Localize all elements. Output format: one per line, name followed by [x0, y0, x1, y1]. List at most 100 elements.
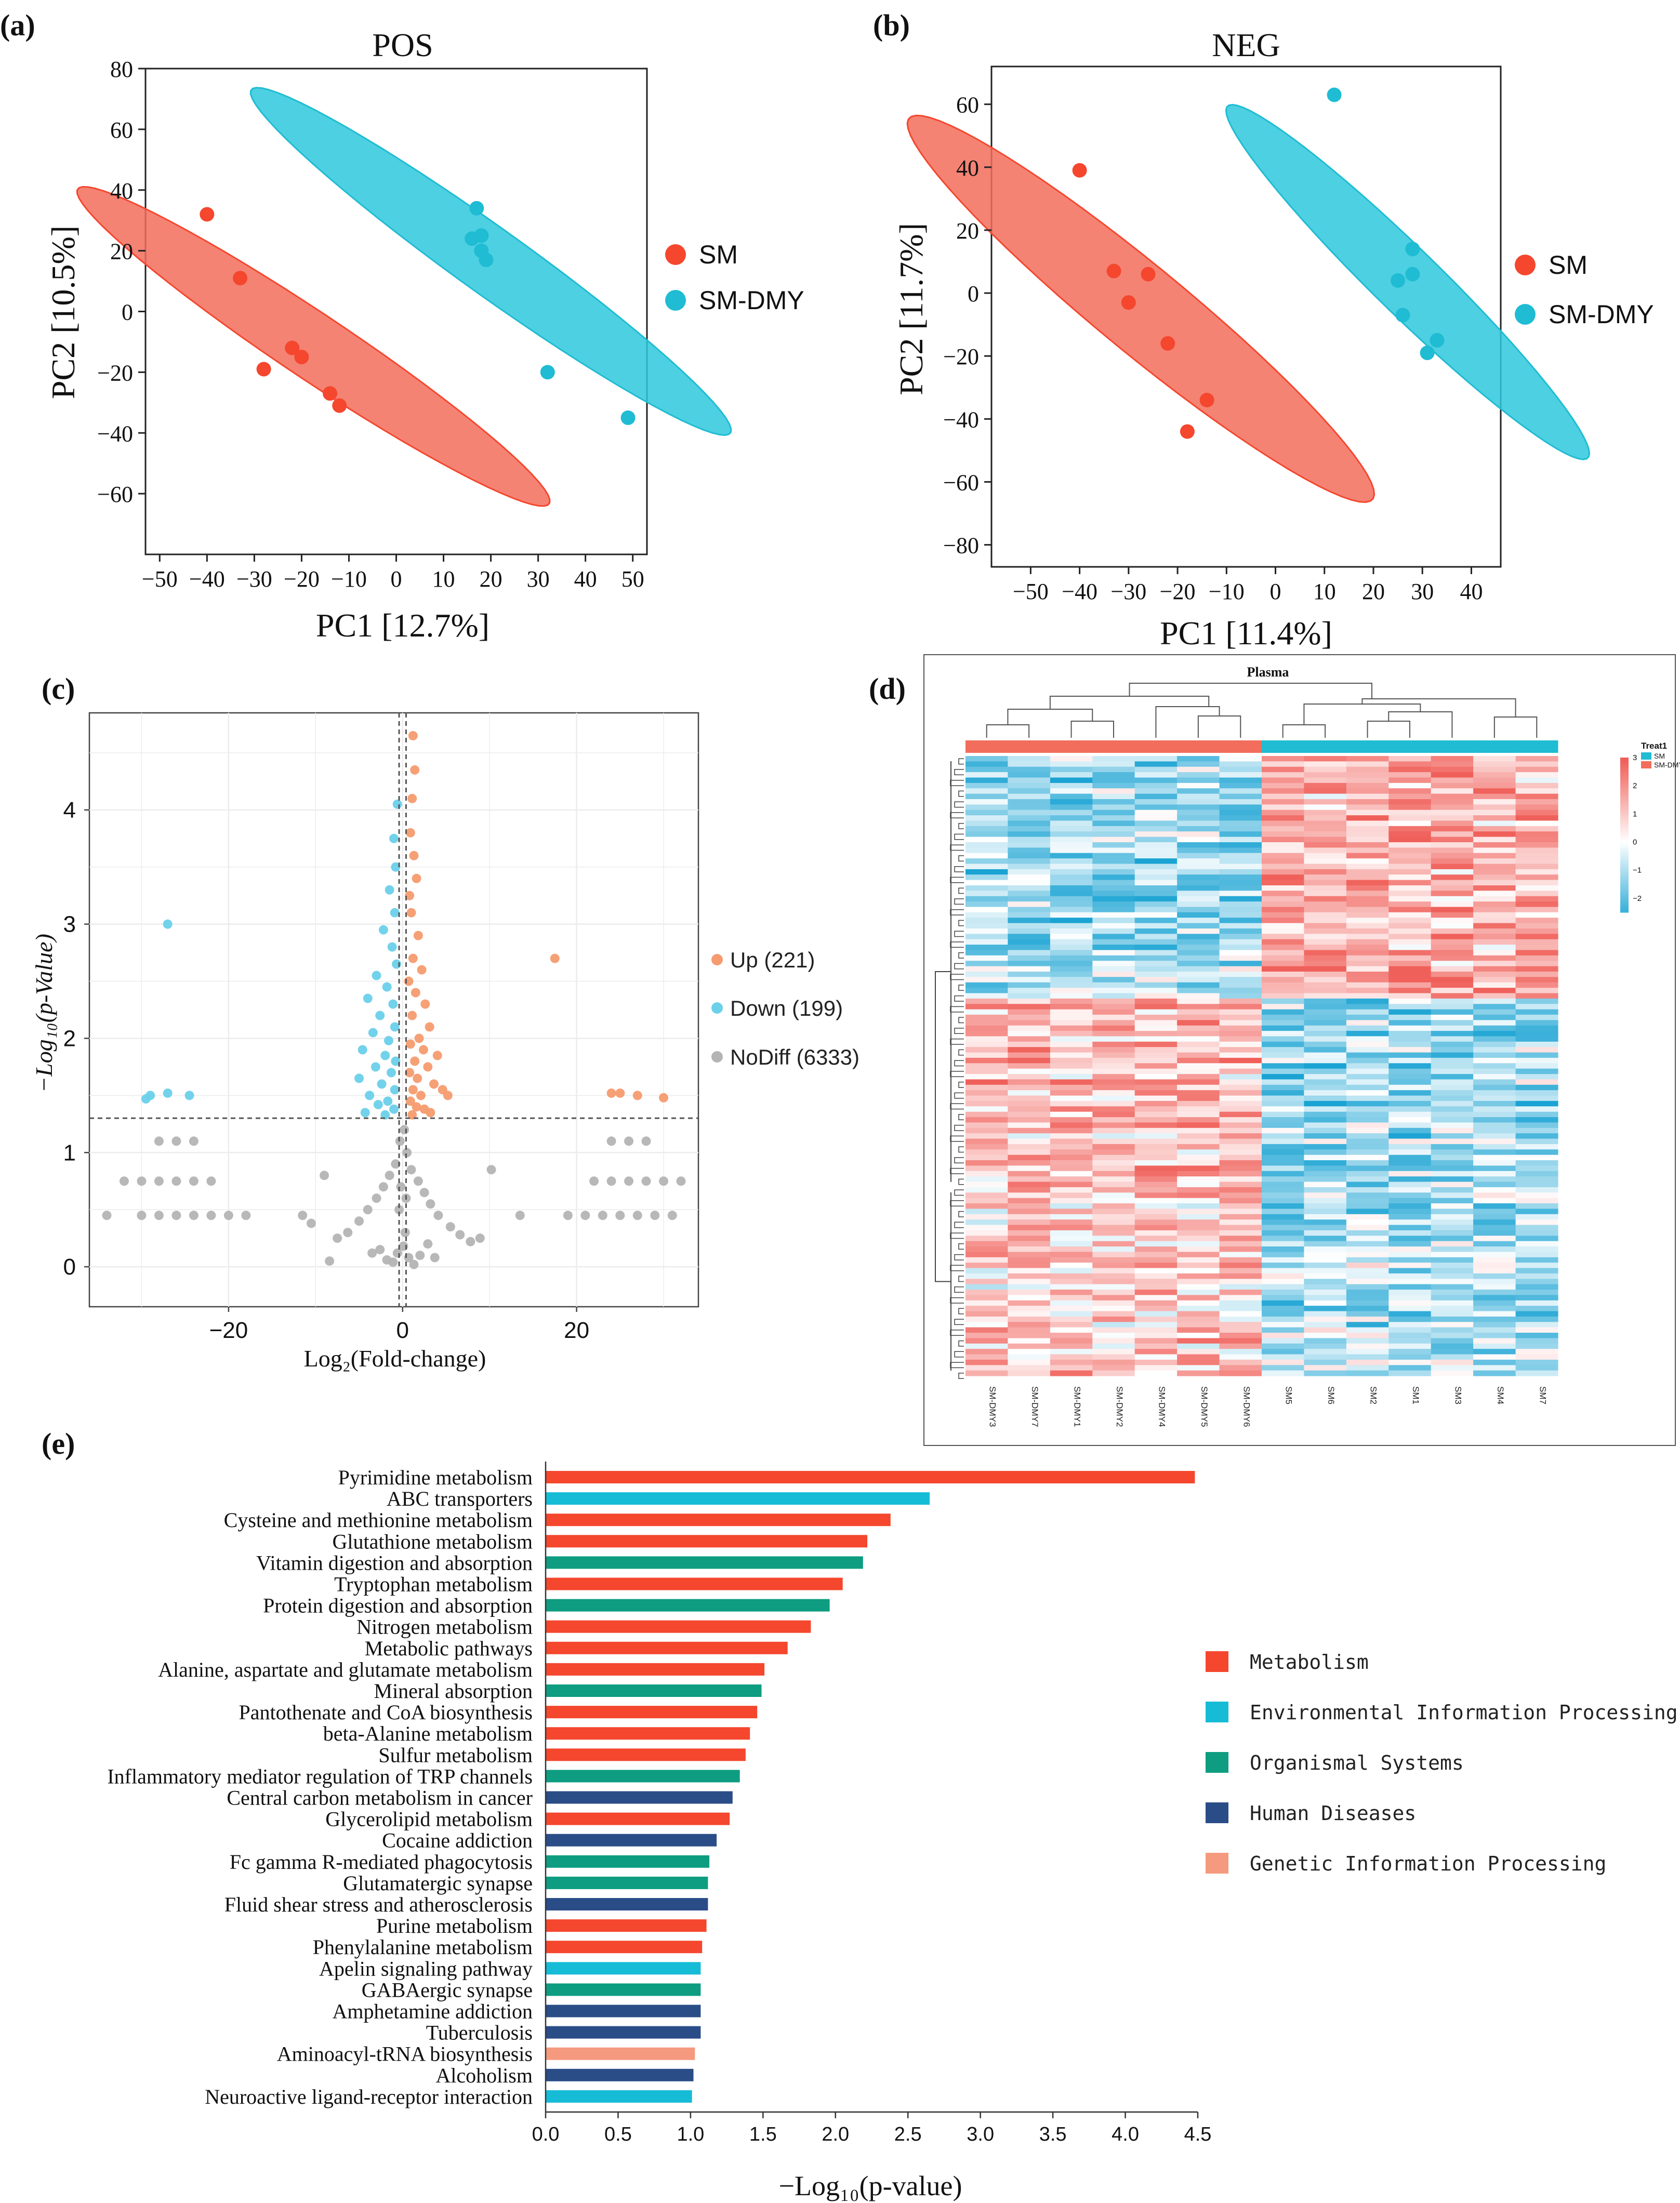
heatmap-cell — [1388, 809, 1432, 816]
heatmap-cell — [1262, 874, 1304, 881]
heatmap-cell — [1219, 1354, 1262, 1360]
heatmap-cell — [1092, 891, 1135, 897]
heatmap-cell — [1219, 1090, 1262, 1096]
heatmap-cell — [1262, 945, 1304, 951]
x-tick-label: 4.0 — [1112, 2124, 1139, 2145]
heatmap-cell — [965, 1327, 1008, 1333]
heatmap-cell — [1388, 831, 1432, 838]
heatmap-cell — [1134, 804, 1178, 811]
heatmap-cell — [1092, 993, 1135, 999]
volcano-point-nodiff — [624, 1136, 634, 1146]
heatmap-cell — [1219, 1306, 1262, 1312]
heatmap-cell — [1008, 837, 1051, 843]
heatmap-cell — [965, 1365, 1008, 1371]
heatmap-cell — [1050, 869, 1093, 875]
heatmap-cell — [1388, 1057, 1432, 1064]
heatmap-cell — [1304, 982, 1347, 988]
color-scale-segment — [1620, 770, 1629, 774]
heatmap-cell — [1304, 809, 1347, 816]
heatmap-cell — [1473, 1268, 1516, 1274]
heatmap-cell — [1092, 928, 1135, 934]
heatmap-cell — [1134, 1214, 1178, 1220]
heatmap-cell — [1134, 1138, 1178, 1145]
heatmap-cell — [1134, 782, 1178, 789]
heatmap-cell — [965, 1052, 1008, 1058]
bar-label: Sulfur metabolism — [378, 1743, 533, 1767]
heatmap-cell — [1092, 1284, 1135, 1290]
heatmap-cell — [1008, 1349, 1051, 1355]
heatmap-cell — [1008, 793, 1051, 800]
legend-marker-sm-a — [665, 244, 686, 265]
heatmap-cell — [1262, 756, 1304, 762]
heatmap-cell — [1177, 1074, 1220, 1080]
heatmap-cell — [1304, 1009, 1347, 1015]
heatmap-cell — [1346, 1338, 1389, 1344]
heatmap-cell — [1431, 966, 1474, 972]
heatmap-cell — [1219, 1236, 1262, 1242]
data-point-smdmy — [1420, 346, 1435, 361]
heatmap-cell — [1219, 1338, 1262, 1344]
heatmap-cell — [1050, 1365, 1093, 1371]
heatmap-cell — [1219, 950, 1262, 956]
heatmap-cell — [1473, 1084, 1516, 1091]
heatmap-cell — [1388, 1209, 1432, 1215]
heatmap-cell — [1134, 1225, 1178, 1231]
heatmap-cell — [1515, 1122, 1558, 1129]
heatmap-cell — [1431, 815, 1474, 821]
heatmap-cell — [1473, 809, 1516, 816]
heatmap-cell — [1134, 885, 1178, 891]
heatmap-cell — [1473, 891, 1516, 897]
heatmap-cell — [1346, 864, 1389, 870]
heatmap-cell — [1515, 1127, 1558, 1134]
bar-label: Tryptophan metabolism — [334, 1573, 533, 1596]
volcano-point-down — [385, 885, 394, 895]
heatmap-cell — [1473, 998, 1516, 1004]
heatmap-cell — [965, 1209, 1008, 1215]
heatmap-cell — [1515, 891, 1558, 897]
legend-swatch-human — [1206, 1802, 1228, 1823]
heatmap-cell — [1134, 1127, 1178, 1134]
heatmap-cell — [1473, 1009, 1516, 1015]
heatmap-cell — [1219, 1279, 1262, 1285]
heatmap-cell — [1050, 804, 1093, 811]
dendrogram-link — [1197, 715, 1241, 738]
heatmap-cell — [1134, 1047, 1178, 1053]
heatmap-cell — [1134, 1004, 1178, 1010]
heatmap-cell — [1431, 1176, 1474, 1183]
legend-label-metabolism: Metabolism — [1250, 1651, 1369, 1674]
heatmap-cell — [965, 918, 1008, 924]
heatmap-cell — [1134, 1176, 1178, 1183]
heatmap-cell — [1050, 1009, 1093, 1015]
heatmap-cell — [1219, 939, 1262, 945]
heatmap-cell — [1219, 896, 1262, 902]
heatmap-cell — [1388, 1225, 1432, 1231]
heatmap-cell — [1050, 901, 1093, 908]
heatmap-cell — [1050, 1052, 1093, 1058]
heatmap-cell — [1050, 1041, 1093, 1047]
heatmap-cell — [1219, 1111, 1262, 1118]
volcano-point-down — [389, 1104, 399, 1114]
heatmap-cell — [1008, 950, 1051, 956]
bar-env — [546, 2090, 692, 2103]
x-tick-label: −30 — [1110, 579, 1146, 604]
bar-metabolism — [546, 1471, 1195, 1483]
bar-org — [546, 1855, 710, 1868]
heatmap-cell — [1050, 1192, 1093, 1199]
heatmap-cell — [1262, 1047, 1304, 1053]
heatmap-cell — [1134, 874, 1178, 881]
heatmap-cell — [1473, 826, 1516, 832]
heatmap-cell — [1092, 815, 1135, 821]
bar-org — [546, 1684, 762, 1697]
heatmap-cell — [1515, 1036, 1558, 1042]
heatmap-cell — [1515, 1268, 1558, 1274]
legend-marker-down-c — [711, 1002, 723, 1014]
heatmap-cell — [1515, 1365, 1558, 1371]
heatmap-cell — [1262, 1354, 1304, 1360]
heatmap-cell — [1008, 1100, 1051, 1107]
heatmap-cell — [1177, 1176, 1220, 1183]
bar-label: Alcoholism — [435, 2064, 533, 2087]
color-scale-segment — [1620, 845, 1629, 848]
heatmap-cell — [1219, 809, 1262, 816]
heatmap-cell — [1134, 1036, 1178, 1042]
heatmap-cell — [1092, 1343, 1135, 1349]
